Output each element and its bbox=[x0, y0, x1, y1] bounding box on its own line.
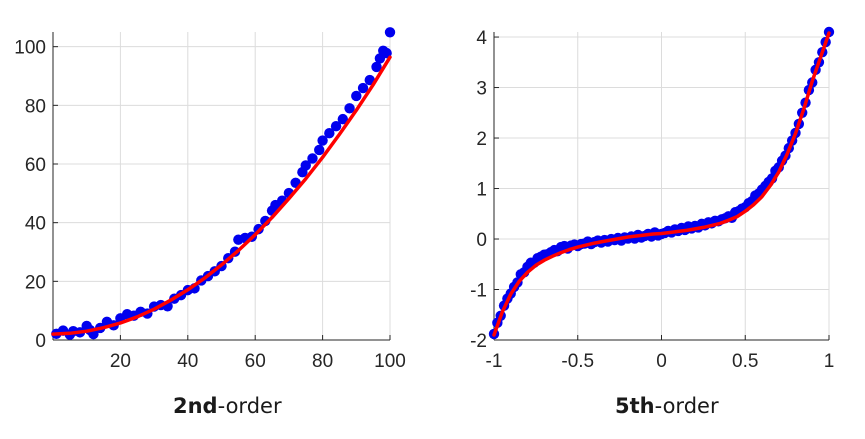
data-point bbox=[330, 120, 342, 132]
y-tick-label: 4 bbox=[476, 28, 487, 49]
data-point bbox=[351, 90, 362, 102]
y-tick-label: 2 bbox=[476, 129, 487, 150]
caption-5th-order-bold: 5th bbox=[615, 394, 655, 418]
x-tick-label: 40 bbox=[177, 351, 198, 372]
x-tick-label: 0 bbox=[656, 351, 667, 372]
y-tick-label: 0 bbox=[35, 331, 46, 352]
y-tick-label: 3 bbox=[476, 79, 487, 100]
y-tick-label: 0 bbox=[476, 230, 487, 251]
data-point bbox=[317, 135, 328, 146]
x-tick-label: -1 bbox=[486, 351, 503, 372]
caption-5th-order-rest: -order bbox=[654, 394, 719, 418]
y-tick-label: 80 bbox=[25, 96, 46, 117]
x-tick-label: 20 bbox=[110, 351, 131, 372]
data-point bbox=[344, 103, 355, 114]
y-tick-label: 100 bbox=[14, 38, 46, 59]
data-point bbox=[314, 144, 325, 156]
chart-2nd-order: 20 40 60 80 100 0 20 40 60 80 100 bbox=[14, 27, 406, 372]
scatter-series bbox=[51, 27, 396, 340]
x-tick-label: 100 bbox=[374, 351, 406, 372]
y-tick-label: 60 bbox=[25, 155, 46, 176]
caption-2nd-order-rest: -order bbox=[217, 394, 282, 418]
caption-2nd-order: 2nd-order bbox=[173, 394, 282, 418]
caption-2nd-order-bold: 2nd bbox=[173, 394, 218, 418]
x-tick-label: 1 bbox=[824, 351, 835, 372]
data-point bbox=[324, 128, 335, 139]
caption-5th-order: 5th-order bbox=[615, 394, 719, 418]
fit-curve bbox=[492, 31, 831, 337]
y-tick-label: -2 bbox=[470, 331, 487, 352]
x-tick-label: 60 bbox=[245, 351, 266, 372]
y-tick-label: 1 bbox=[476, 180, 487, 201]
data-point bbox=[300, 160, 311, 171]
x-tick-label: 0.5 bbox=[732, 351, 758, 372]
y-tick-label: -1 bbox=[470, 281, 487, 302]
data-point bbox=[357, 82, 369, 94]
x-tick-label: 80 bbox=[312, 351, 333, 372]
data-point bbox=[307, 153, 318, 164]
data-point bbox=[384, 27, 396, 38]
x-tick-label: -0.5 bbox=[561, 351, 594, 372]
fit-curve bbox=[51, 55, 392, 336]
y-tick-label: 40 bbox=[25, 214, 46, 235]
data-point bbox=[337, 113, 349, 125]
y-tick-label: 20 bbox=[25, 272, 46, 293]
data-point bbox=[371, 61, 382, 73]
